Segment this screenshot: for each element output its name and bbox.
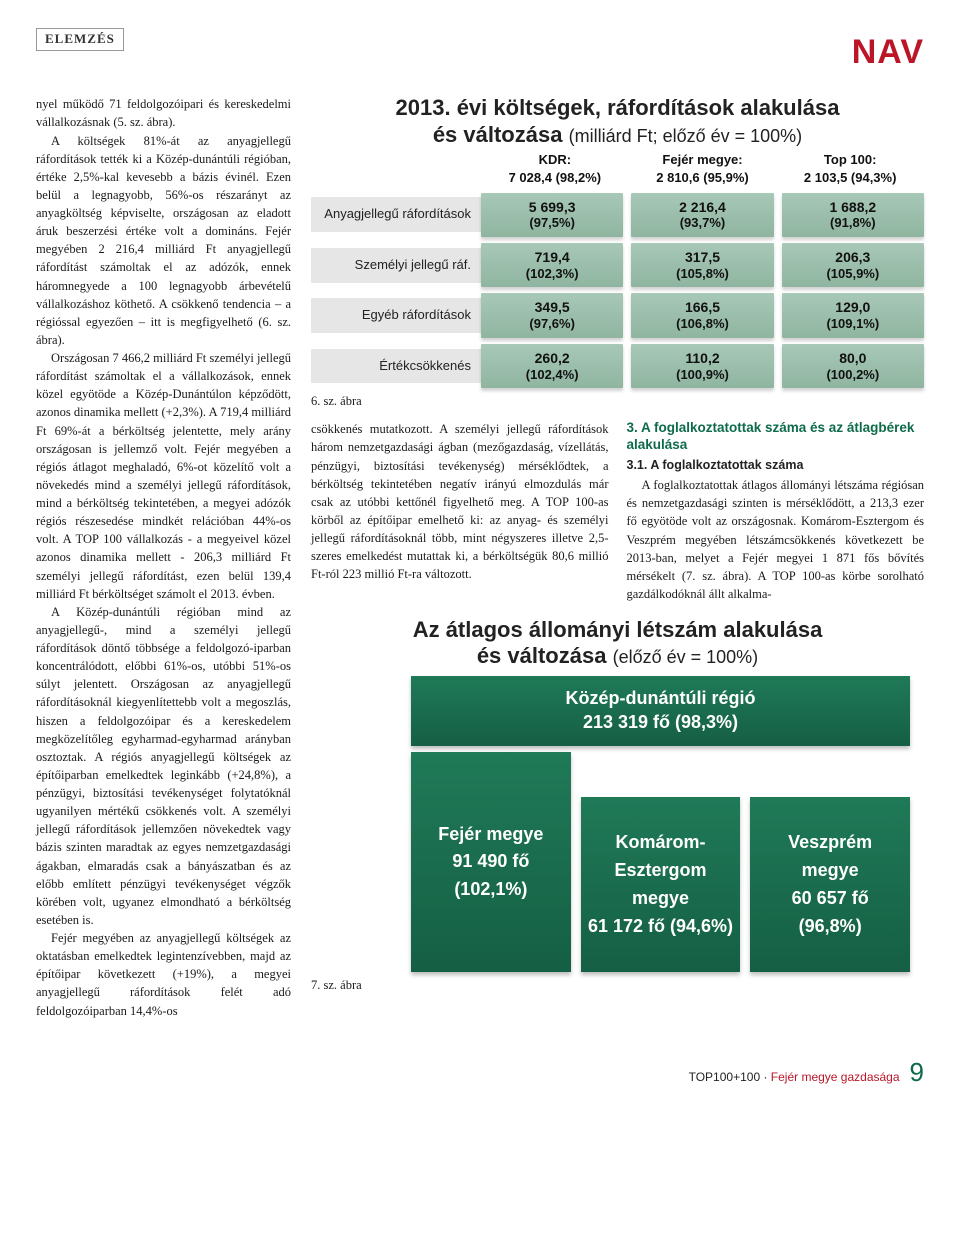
chart6-cell: 317,5(105,8%): [631, 243, 773, 287]
body-para: A foglalkoztatottak átlagos állományi lé…: [627, 476, 925, 603]
chart6-cell: 2 216,4(93,7%): [631, 193, 773, 237]
chart6-row: Anyagjellegű ráfordítások5 699,3(97,5%)2…: [311, 193, 924, 237]
right-column: 2013. évi költségek, ráfordítások alakul…: [311, 95, 924, 1019]
chart6-cell: 260,2(102,4%): [481, 344, 623, 388]
chart6-cell: 80,0(100,2%): [782, 344, 924, 388]
section-3-heading: 3. A foglalkoztatottak száma és az átlag…: [627, 420, 925, 454]
chart6-cell: 110,2(100,9%): [631, 344, 773, 388]
chart6-cell: 129,0(109,1%): [782, 293, 924, 337]
chart6-col-head: Fejér megye: 2 810,6 (95,9%): [629, 152, 777, 187]
mid-two-columns: csökkenés mutatkozott. A személyi jelleg…: [311, 420, 924, 603]
chart6-title-line2: és változása (milliárd Ft; előző év = 10…: [311, 122, 924, 148]
chart6-title: 2013. évi költségek, ráfordítások alakul…: [311, 95, 924, 148]
chart6-row-label: Személyi jellegű ráf.: [311, 248, 481, 283]
figure-7-label: 7. sz. ábra: [311, 976, 924, 994]
chart6-row: Értékcsökkenés260,2(102,4%)110,2(100,9%)…: [311, 344, 924, 388]
tag-elemzes: ELEMZÉS: [36, 28, 124, 51]
body-para: A költségek 81%-át az anyagjellegű ráfor…: [36, 132, 291, 350]
body-para: Fejér megyében az anyagjellegű költségek…: [36, 929, 291, 1020]
chart6-row-label: Egyéb ráfordítások: [311, 298, 481, 333]
section-3-1-subheading: 3.1. A foglalkoztatottak száma: [627, 456, 925, 474]
chart6-cell: 1 688,2(91,8%): [782, 193, 924, 237]
tag-nav: NAV: [852, 28, 924, 77]
chart-6: 2013. évi költségek, ráfordítások alakul…: [311, 95, 924, 410]
chart6-row: Egyéb ráfordítások349,5(97,6%)166,5(106,…: [311, 293, 924, 337]
body-para: nyel működő 71 feldolgozóipari és keresk…: [36, 95, 291, 131]
footer-source: TOP100+100 · Fejér megye gazdasága: [689, 1069, 900, 1086]
chart6-row: Személyi jellegű ráf.719,4(102,3%)317,5(…: [311, 243, 924, 287]
body-para: Országosan 7 466,2 milliárd Ft személyi …: [36, 349, 291, 603]
chart7-bar: Fejér megye91 490 fő(102,1%): [411, 752, 571, 972]
chart6-header-row: KDR: 7 028,4 (98,2%) Fejér megye: 2 810,…: [311, 152, 924, 187]
chart7-region-header: Közép-dunántúli régió 213 319 fő (98,3%): [411, 676, 910, 747]
chart7-bar: Komárom-Esztergommegye61 172 fő (94,6%): [581, 797, 741, 972]
body-para: csökkenés mutatkozott. A személyi jelleg…: [311, 420, 609, 583]
chart6-col-head: Top 100: 2 103,5 (94,3%): [776, 152, 924, 187]
chart6-cell: 719,4(102,3%): [481, 243, 623, 287]
chart6-cell: 5 699,3(97,5%): [481, 193, 623, 237]
figure-6-label: 6. sz. ábra: [311, 392, 924, 410]
chart6-title-line1: 2013. évi költségek, ráfordítások alakul…: [311, 95, 924, 121]
chart6-cell: 206,3(105,9%): [782, 243, 924, 287]
chart-7: Az átlagos állományi létszám alakulása é…: [311, 617, 924, 995]
top-tags: ELEMZÉS NAV: [36, 28, 924, 77]
chart6-cell: 166,5(106,8%): [631, 293, 773, 337]
chart6-row-label: Értékcsökkenés: [311, 349, 481, 384]
page-number: 9: [910, 1054, 924, 1092]
page-footer: TOP100+100 · Fejér megye gazdasága 9: [36, 1054, 924, 1092]
chart7-bar: Veszprémmegye60 657 fő(96,8%): [750, 797, 910, 972]
body-para: A Közép-dunántúli régióban mind az anyag…: [36, 603, 291, 929]
chart6-cell: 349,5(97,6%): [481, 293, 623, 337]
mid-col-right: 3. A foglalkoztatottak száma és az átlag…: [627, 420, 925, 603]
left-column: nyel működő 71 feldolgozóipari és keresk…: [36, 95, 291, 1019]
mid-col-left: csökkenés mutatkozott. A személyi jelleg…: [311, 420, 609, 603]
chart7-title: Az átlagos állományi létszám alakulása é…: [311, 617, 924, 670]
chart6-col-head: KDR: 7 028,4 (98,2%): [481, 152, 629, 187]
chart6-row-label: Anyagjellegű ráfordítások: [311, 197, 481, 232]
